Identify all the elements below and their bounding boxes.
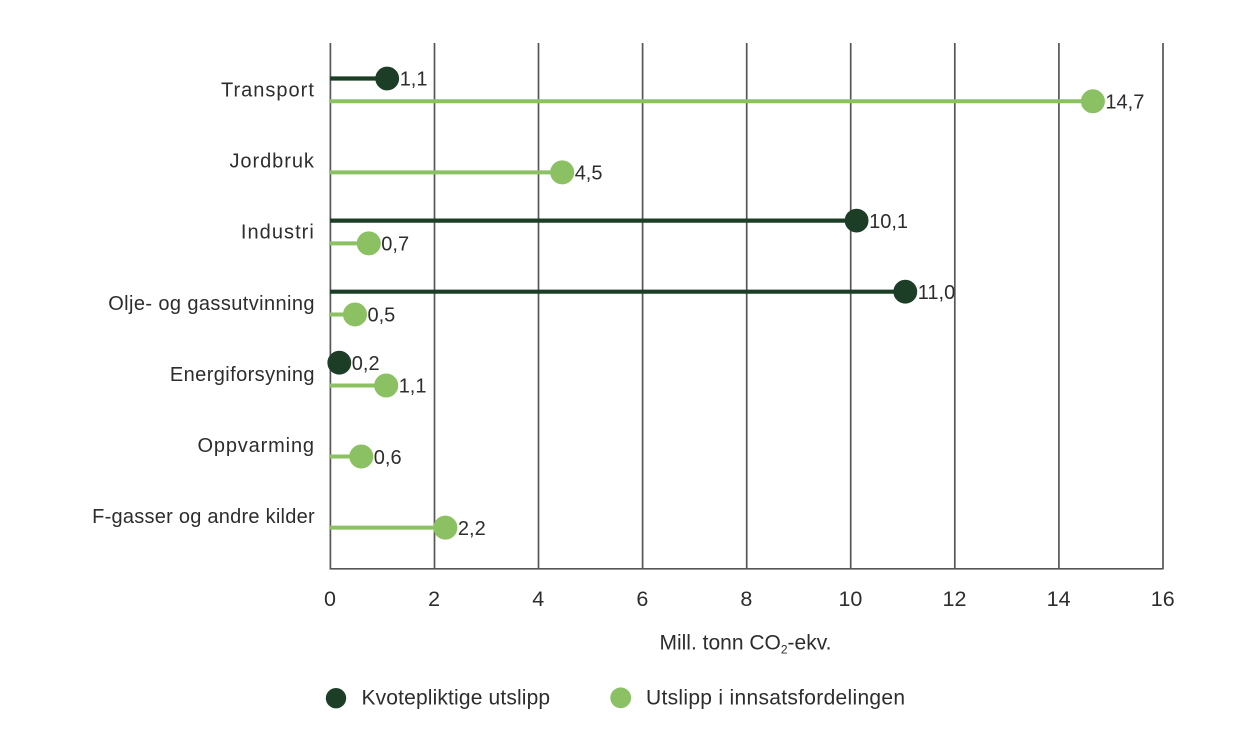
svg-text:11,0: 11,0 (918, 282, 955, 304)
svg-text:0,2: 0,2 (352, 353, 380, 375)
svg-text:Kvotepliktige utslipp: Kvotepliktige utslipp (362, 686, 551, 709)
svg-text:4: 4 (532, 587, 544, 611)
svg-text:16: 16 (1151, 587, 1175, 611)
svg-text:14: 14 (1047, 587, 1071, 611)
svg-text:2: 2 (428, 587, 440, 611)
svg-text:1,1: 1,1 (399, 376, 427, 398)
svg-text:1,1: 1,1 (400, 69, 428, 91)
svg-text:8: 8 (740, 587, 752, 611)
svg-text:F-gasser og andre kilder: F-gasser og andre kilder (92, 506, 315, 528)
svg-text:Jordbruk: Jordbruk (229, 151, 314, 173)
svg-text:Energiforsyning: Energiforsyning (170, 364, 315, 386)
svg-text:Utslipp i innsatsfordelingen: Utslipp i innsatsfordelingen (646, 686, 905, 709)
svg-text:6: 6 (636, 587, 648, 611)
svg-text:Mill. tonn CO2-ekv.: Mill. tonn CO2-ekv. (659, 632, 831, 657)
svg-text:0: 0 (324, 587, 336, 611)
svg-text:10,1: 10,1 (869, 211, 908, 233)
svg-text:Olje- og gassutvinning: Olje- og gassutvinning (108, 293, 315, 315)
svg-text:0,7: 0,7 (381, 234, 409, 256)
svg-text:4,5: 4,5 (575, 163, 603, 185)
svg-text:0,6: 0,6 (374, 447, 402, 469)
svg-text:12: 12 (943, 587, 967, 611)
svg-text:0,5: 0,5 (368, 305, 396, 327)
svg-text:14,7: 14,7 (1105, 92, 1144, 114)
svg-text:2,2: 2,2 (458, 518, 486, 540)
svg-text:10: 10 (838, 587, 862, 611)
svg-text:Transport: Transport (221, 80, 315, 102)
svg-text:Oppvarming: Oppvarming (197, 435, 314, 457)
svg-text:Industri: Industri (241, 222, 315, 244)
